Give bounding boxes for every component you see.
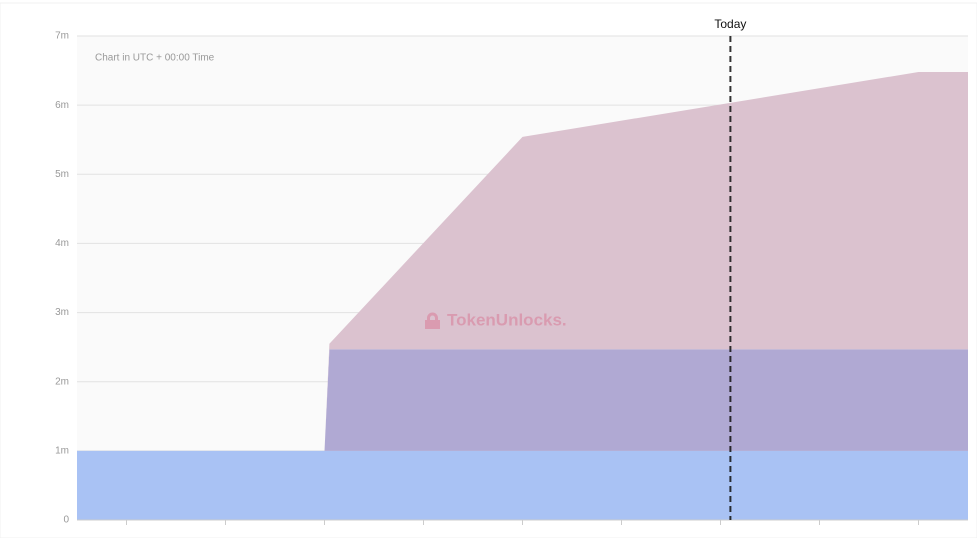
watermark: TokenUnlocks.	[447, 310, 567, 329]
y-tick-label: 4m	[55, 238, 69, 249]
y-tick-label: 6m	[55, 100, 69, 111]
today-label: Today	[714, 17, 746, 31]
area	[77, 72, 968, 451]
y-tick-label: 1m	[55, 445, 69, 456]
y-tick-label: 3m	[55, 307, 69, 318]
watermark-icon	[425, 312, 440, 329]
area	[77, 450, 968, 520]
area	[77, 349, 968, 451]
y-tick-label: 5m	[55, 169, 69, 180]
y-tick-label: 7m	[55, 31, 69, 42]
y-tick-label: 2m	[55, 376, 69, 387]
subtitle: Chart in UTC + 00:00 Time	[95, 53, 215, 64]
y-tick-label: 0	[63, 515, 69, 526]
